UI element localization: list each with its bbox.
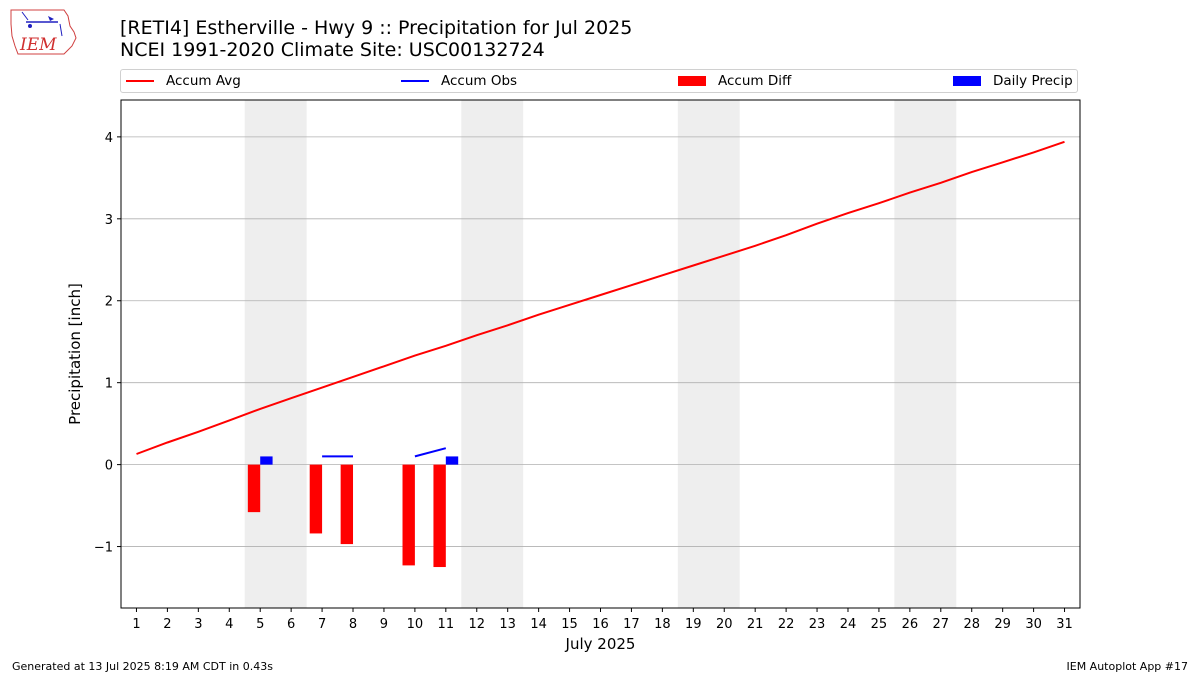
- weekend-band-2: [461, 100, 524, 608]
- legend-label-accum-avg: Accum Avg: [166, 73, 241, 89]
- x-tick-label-19: 19: [685, 617, 702, 632]
- daily-precip-bar-day-11: [445, 456, 459, 465]
- y-tick-label-2: 2: [105, 295, 113, 310]
- legend-item-accum-avg: Accum Avg: [126, 70, 241, 92]
- x-tick-label-31: 31: [1056, 617, 1073, 632]
- y-axis-label: Precipitation [inch]: [66, 283, 84, 425]
- x-tick-label-9: 9: [380, 617, 388, 632]
- accum-avg-line: [136, 140, 1065, 455]
- weekend-band-1: [244, 100, 307, 608]
- accum-diff-bar-day-5: [247, 464, 261, 513]
- x-tick-label-6: 6: [287, 617, 295, 632]
- x-tick-label-8: 8: [349, 617, 357, 632]
- weekend-band-3: [677, 100, 740, 608]
- x-tick-label-25: 25: [871, 617, 888, 632]
- accum-diff-bar-day-10: [402, 464, 415, 566]
- legend-item-daily-precip: Daily Precip: [953, 70, 1073, 92]
- x-tick-label-3: 3: [194, 617, 202, 632]
- accum-obs-segment-2: [414, 447, 447, 458]
- x-tick-label-27: 27: [933, 617, 950, 632]
- legend-swatch-accum-obs: [401, 80, 429, 82]
- y-tick-label-4: 4: [105, 131, 113, 146]
- x-tick-label-26: 26: [902, 617, 919, 632]
- x-tick-label-20: 20: [716, 617, 733, 632]
- iem-logo: IEM: [10, 9, 77, 55]
- legend-swatch-daily-precip: [953, 76, 981, 86]
- x-tick-label-4: 4: [225, 617, 233, 632]
- x-tick-label-14: 14: [530, 617, 547, 632]
- x-tick-label-17: 17: [623, 617, 640, 632]
- accum-diff-bar-day-7: [309, 464, 323, 534]
- legend-label-accum-diff: Accum Diff: [718, 73, 792, 89]
- legend-label-accum-obs: Accum Obs: [441, 73, 518, 89]
- y-tick-label--1: −1: [94, 541, 113, 556]
- x-tick-label-5: 5: [256, 617, 264, 632]
- x-tick-label-23: 23: [809, 617, 826, 632]
- weekend-band-4: [894, 100, 957, 608]
- x-tick-label-16: 16: [592, 617, 609, 632]
- daily-precip-bar-day-5: [260, 456, 273, 465]
- x-tick-label-29: 29: [994, 617, 1011, 632]
- x-tick-label-28: 28: [963, 617, 980, 632]
- x-tick-label-18: 18: [654, 617, 671, 632]
- x-tick-label-2: 2: [163, 617, 171, 632]
- legend-swatch-accum-avg: [126, 80, 154, 82]
- legend-label-daily-precip: Daily Precip: [993, 73, 1073, 89]
- legend: Accum Avg Accum Obs Accum Diff Daily Pre…: [120, 69, 1078, 93]
- chart-title: [RETI4] Estherville - Hwy 9 :: Precipita…: [120, 17, 633, 39]
- x-tick-label-22: 22: [778, 617, 795, 632]
- accum-diff-bar-day-8: [340, 464, 354, 545]
- legend-item-accum-obs: Accum Obs: [401, 70, 517, 92]
- x-axis-label: July 2025: [565, 635, 636, 653]
- y-tick-label-1: 1: [105, 377, 113, 392]
- x-tick-label-1: 1: [132, 617, 140, 632]
- legend-item-accum-diff: Accum Diff: [678, 70, 791, 92]
- accum-diff-bar-day-11: [433, 464, 446, 568]
- x-tick-label-11: 11: [438, 617, 455, 632]
- x-tick-label-13: 13: [499, 617, 516, 632]
- footer-app: IEM Autoplot App #17: [1066, 660, 1189, 673]
- legend-swatch-accum-diff: [678, 76, 706, 86]
- x-tick-label-24: 24: [840, 617, 857, 632]
- x-tick-label-10: 10: [407, 617, 424, 632]
- x-tick-label-7: 7: [318, 617, 326, 632]
- x-tick-label-15: 15: [561, 617, 578, 632]
- logo-text: IEM: [19, 35, 57, 55]
- chart-subtitle: NCEI 1991-2020 Climate Site: USC00132724: [120, 39, 545, 61]
- footer-generated: Generated at 13 Jul 2025 8:19 AM CDT in …: [12, 660, 273, 673]
- x-tick-label-30: 30: [1025, 617, 1042, 632]
- y-tick-label-0: 0: [105, 459, 113, 474]
- x-tick-label-21: 21: [747, 617, 764, 632]
- x-tick-label-12: 12: [468, 617, 485, 632]
- y-tick-label-3: 3: [105, 213, 113, 228]
